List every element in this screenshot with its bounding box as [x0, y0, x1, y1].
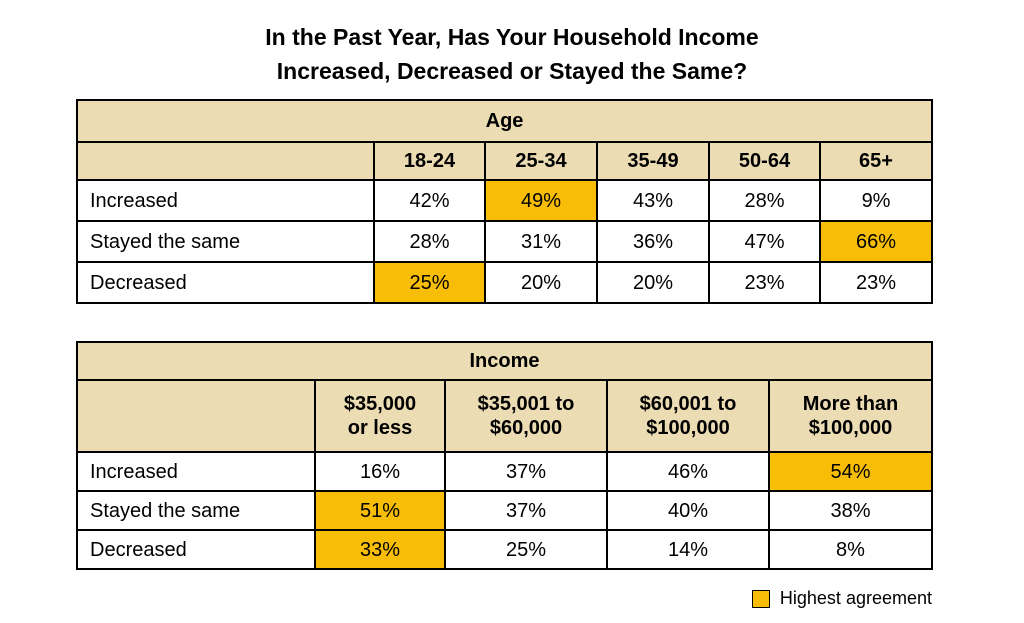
column-header: $60,001 to $100,000 — [606, 379, 770, 453]
table-row: Increased 16% 37% 46% 54% — [76, 451, 933, 492]
row-label: Increased — [76, 179, 375, 222]
column-header: $35,000 or less — [314, 379, 446, 453]
value-cell: 23% — [818, 261, 934, 304]
value-cell: 28% — [373, 220, 486, 263]
value-cell: 37% — [444, 451, 608, 492]
chart-title: In the Past Year, Has Your Household Inc… — [0, 20, 1024, 88]
title-line-1: In the Past Year, Has Your Household Inc… — [265, 24, 759, 50]
column-header: $35,001 to $60,000 — [444, 379, 608, 453]
table-row: Increased 42% 49% 43% 28% 9% — [76, 179, 934, 222]
table-row: Stayed the same 51% 37% 40% 38% — [76, 490, 933, 531]
row-label: Stayed the same — [76, 490, 316, 531]
value-cell: 40% — [606, 490, 770, 531]
row-label: Stayed the same — [76, 220, 375, 263]
value-cell: 20% — [484, 261, 598, 304]
column-header: 18-24 — [373, 141, 486, 181]
column-header-line: $100,000 — [808, 417, 893, 439]
column-header-line: $100,000 — [646, 417, 730, 439]
value-cell: 23% — [708, 261, 821, 304]
value-cell: 14% — [606, 529, 770, 570]
column-header: 50-64 — [708, 141, 821, 181]
column-header-line: $35,001 to — [477, 393, 575, 415]
column-header: 65+ — [818, 141, 934, 181]
value-cell-highlighted: 54% — [768, 451, 933, 492]
group-header: Income — [76, 341, 933, 381]
column-header: 35-49 — [596, 141, 710, 181]
value-cell: 42% — [373, 179, 486, 222]
age-table: Age 18-24 25-34 35-49 50-64 65+ Increased 42% 49… — [75, 99, 934, 304]
corner-cell — [76, 141, 375, 181]
value-cell: 47% — [708, 220, 821, 263]
title-line-2: Increased, Decreased or Stayed the Same? — [276, 58, 748, 84]
table-row: Decreased 25% 20% 20% 23% 23% — [76, 261, 934, 304]
group-header: Age — [75, 99, 934, 143]
legend: Highest agreement — [751, 588, 932, 609]
value-cell: 9% — [818, 179, 934, 222]
value-cell: 25% — [444, 529, 608, 570]
value-cell: 43% — [596, 179, 710, 222]
value-cell: 28% — [708, 179, 821, 222]
corner-cell — [76, 379, 316, 453]
value-cell: 38% — [768, 490, 933, 531]
value-cell: 36% — [596, 220, 710, 263]
column-header-line: More than — [802, 393, 899, 415]
row-label: Decreased — [76, 529, 316, 570]
column-header: More than $100,000 — [768, 379, 933, 453]
value-cell-highlighted: 66% — [818, 220, 934, 263]
column-header: 25-34 — [484, 141, 598, 181]
value-cell: 37% — [444, 490, 608, 531]
income-table: Income $35,000 or less $35,001 to $60,000 $60… — [76, 341, 933, 570]
value-cell-highlighted: 51% — [314, 490, 446, 531]
value-cell-highlighted: 33% — [314, 529, 446, 570]
column-header-line: $60,000 — [489, 417, 563, 439]
row-label: Increased — [76, 451, 316, 492]
column-header-line: $60,001 to — [639, 393, 737, 415]
row-label: Decreased — [76, 261, 375, 304]
value-cell: 20% — [596, 261, 710, 304]
income-table-body: Income $35,000 or less $35,001 to $60,000 $60… — [76, 341, 933, 570]
value-cell: 46% — [606, 451, 770, 492]
value-cell: 16% — [314, 451, 446, 492]
table-row: Decreased 33% 25% 14% 8% — [76, 529, 933, 570]
value-cell: 31% — [484, 220, 598, 263]
value-cell-highlighted: 25% — [373, 261, 486, 304]
age-table-body: Age 18-24 25-34 35-49 50-64 65+ Increased 42% 49… — [75, 99, 934, 304]
column-header-line: or less — [347, 417, 413, 439]
value-cell-highlighted: 49% — [484, 179, 598, 222]
table-row: Stayed the same 28% 31% 36% 47% 66% — [76, 220, 934, 263]
legend-label: Highest agreement — [779, 588, 932, 608]
value-cell: 8% — [768, 529, 933, 570]
legend-swatch — [751, 589, 770, 608]
column-header-line: $35,000 — [343, 393, 417, 415]
